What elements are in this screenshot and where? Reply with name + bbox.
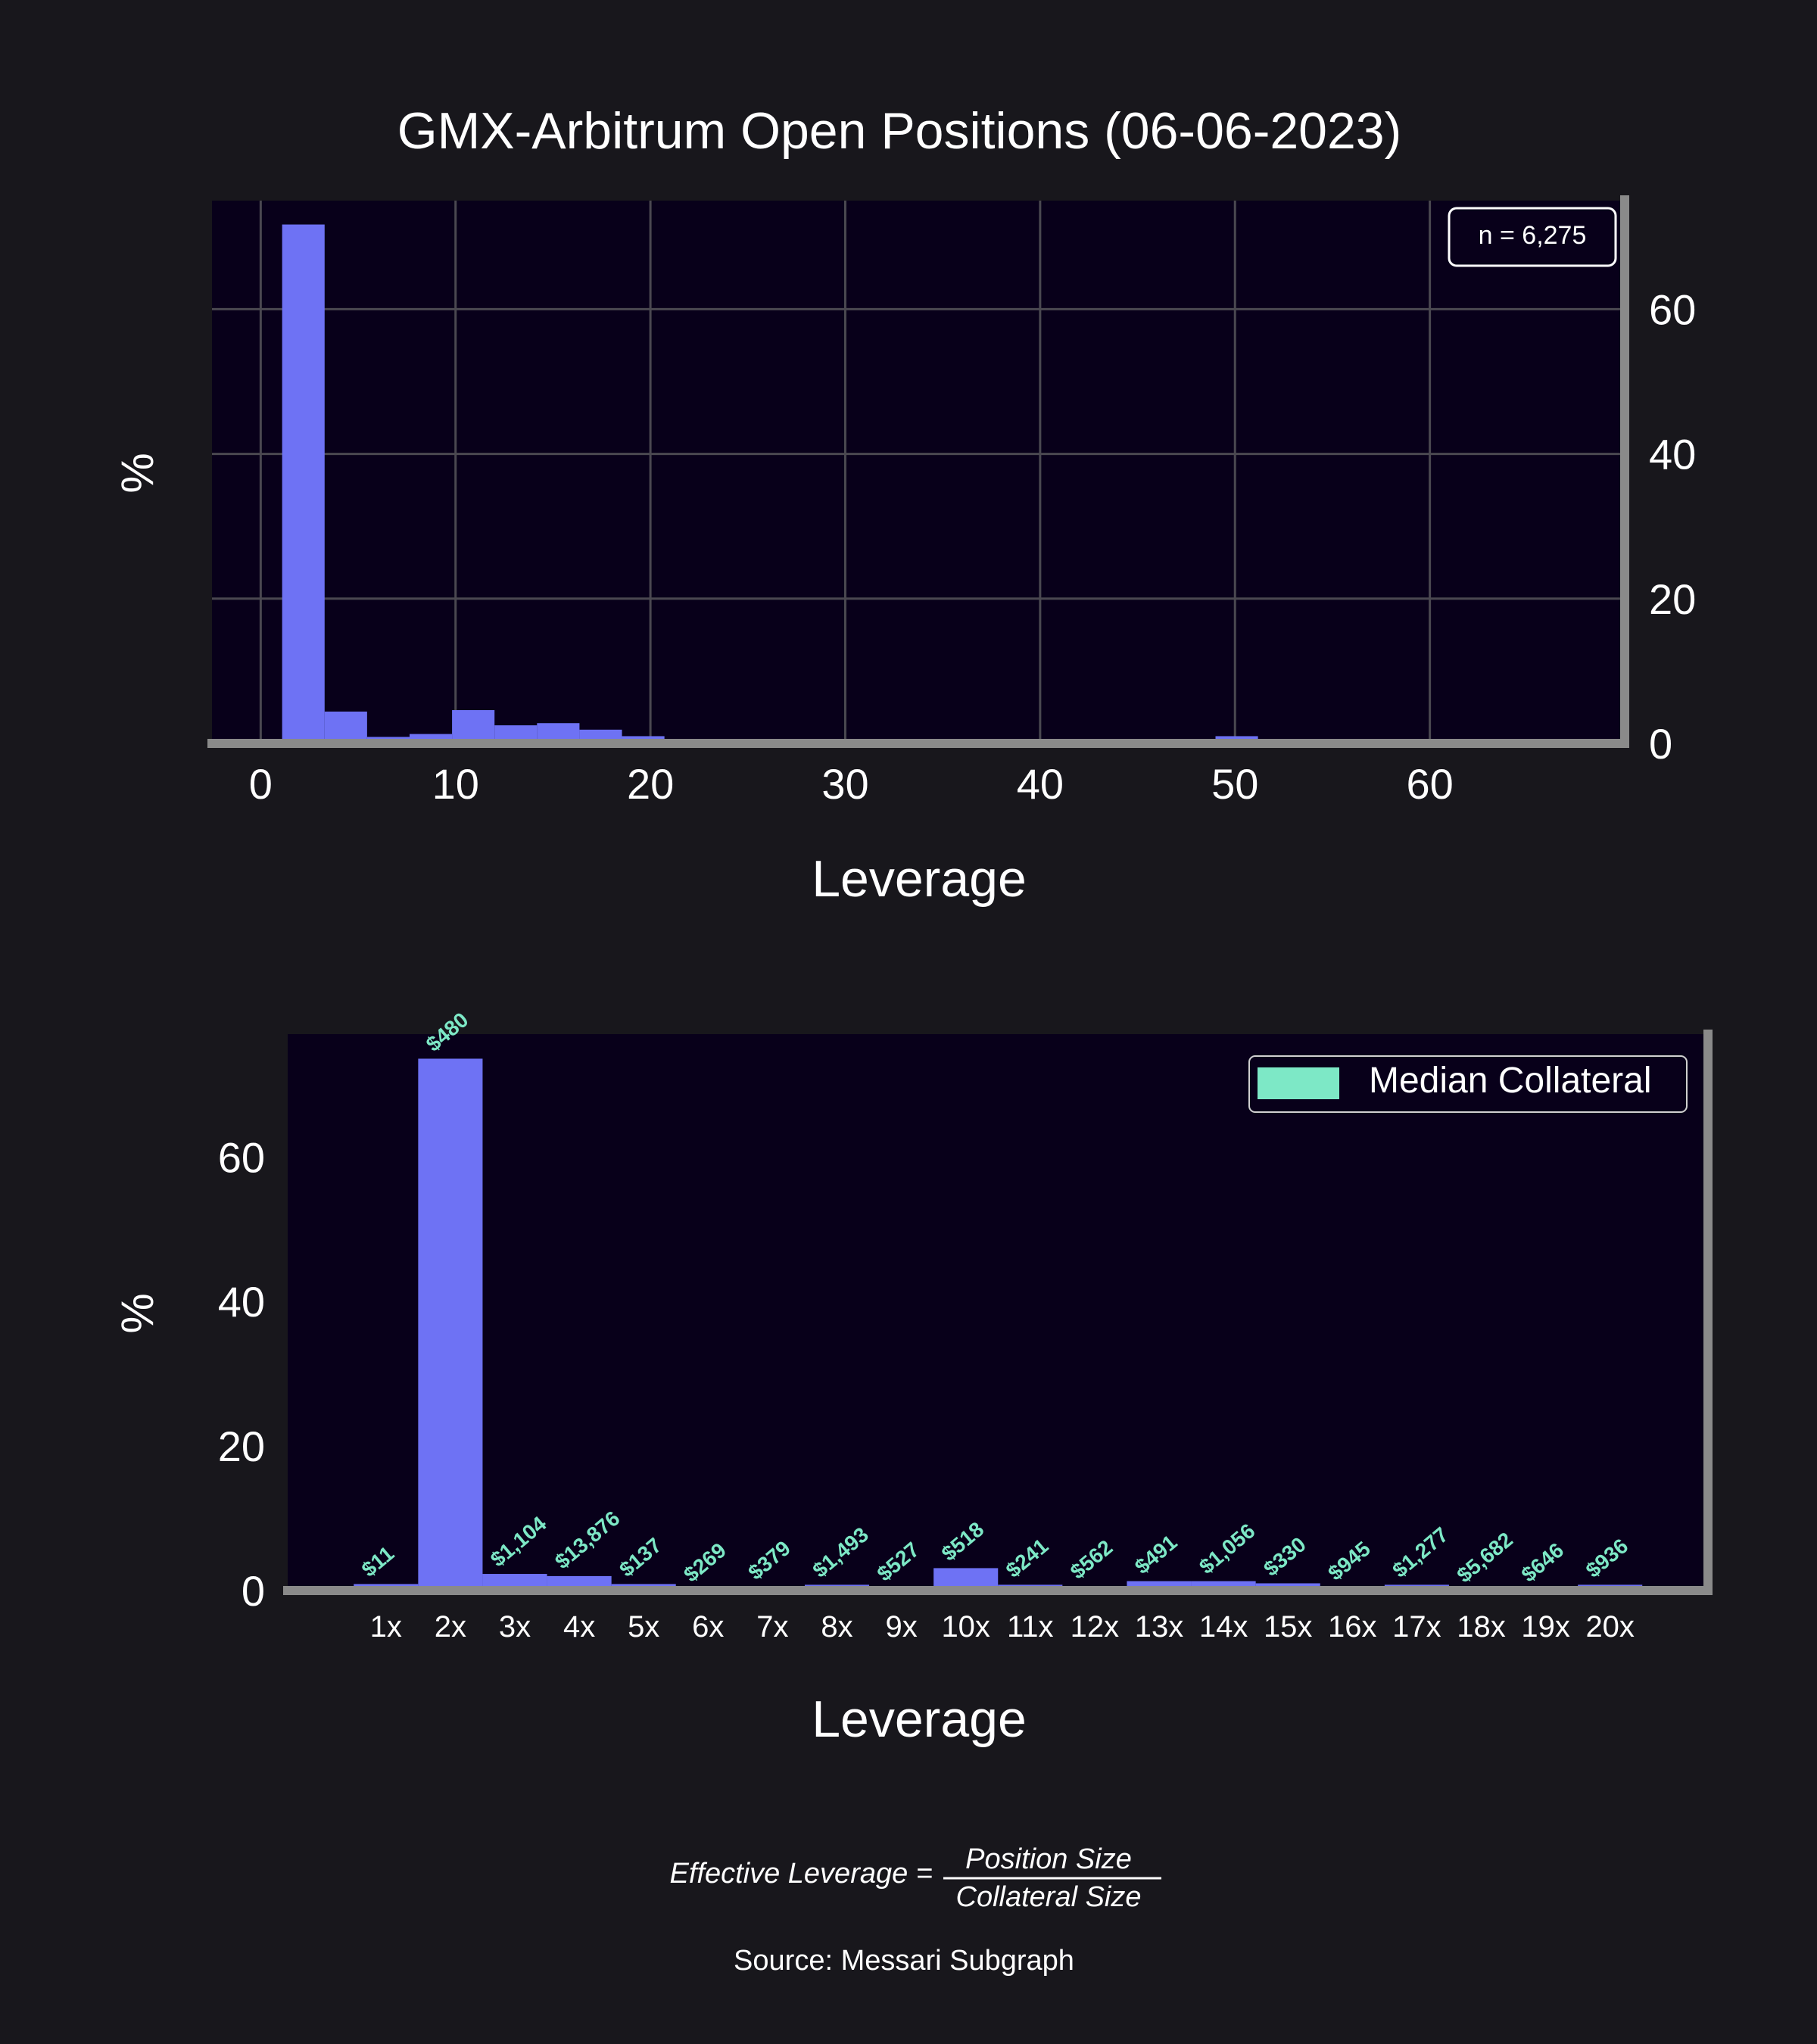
bar-x-tick-label: 12x: [1071, 1610, 1120, 1644]
histogram-plot-area: [212, 201, 1625, 743]
bar-x-tick-label: 5x: [628, 1610, 659, 1644]
legend-label: Median Collateral: [1369, 1061, 1652, 1101]
histogram-gridlines: [212, 201, 1625, 743]
chart-title: GMX-Arbitrum Open Positions (06-06-2023): [397, 102, 1402, 160]
sample-size-text: n = 6,275: [1479, 221, 1587, 250]
histogram-y-tick-label: 0: [1649, 720, 1672, 768]
bar-x-tick-label: 6x: [692, 1610, 724, 1644]
bar-x-tick-label: 3x: [499, 1610, 531, 1644]
histogram-bar: [452, 710, 495, 743]
bar-plot-area: [288, 1034, 1708, 1591]
bar-x-tick-label: 9x: [885, 1610, 917, 1644]
bar-x-tick-labels: 1x 2x 3x 4x 5x 6x 7x 8x 9x 10x 11x 12x 13x 14x 15x 16x 1…: [370, 1610, 1635, 1644]
histogram-panel: 0 10 20 30 40 50 60 0 20 40 60 n = 6,275 Leverage…: [112, 195, 1696, 908]
bar-x-tick-label: 4x: [563, 1610, 595, 1644]
formula-denominator: Collateral Size: [956, 1881, 1142, 1913]
histogram-x-tick-label: 0: [249, 760, 273, 808]
legend: Median Collateral: [1248, 1055, 1688, 1113]
histogram-y-tick-label: 40: [1649, 431, 1696, 478]
histogram-x-tick-label: 20: [627, 760, 674, 808]
bar-panel: $11$480$1,104 $13,876$137 $269 $379 $1,493 $5…: [112, 1008, 1713, 1748]
histogram-x-axis-label: Leverage: [812, 850, 1027, 908]
histogram-y-axis-label: %: [112, 453, 163, 493]
bar-x-tick-label: 18x: [1457, 1610, 1506, 1644]
leverage-bar: [418, 1058, 483, 1591]
bar-x-tick-label: 17x: [1392, 1610, 1441, 1644]
histogram-x-tick-label: 10: [432, 760, 479, 808]
histogram-bar: [282, 224, 325, 744]
histogram-x-tick-labels: 0 10 20 30 40 50 60: [249, 760, 1454, 808]
bar-x-tick-label: 10x: [941, 1610, 990, 1644]
legend-swatch: [1258, 1067, 1339, 1099]
legend-box: [1248, 1055, 1688, 1113]
bar-y-tick-label: 0: [242, 1567, 265, 1615]
bar-x-tick-label: 13x: [1135, 1610, 1184, 1644]
bar-x-tick-label: 16x: [1328, 1610, 1377, 1644]
bar-x-axis-label: Leverage: [812, 1690, 1027, 1748]
bar-x-tick-label: 19x: [1521, 1610, 1570, 1644]
bar-x-tick-label: 2x: [435, 1610, 466, 1644]
bar-x-tick-label: 7x: [756, 1610, 788, 1644]
bar-x-tick-label: 15x: [1264, 1610, 1313, 1644]
histogram-x-tick-label: 30: [821, 760, 868, 808]
source-note: Source: Messari Subgraph: [734, 1945, 1074, 1977]
histogram-bars: [282, 224, 1258, 744]
bar-y-tick-label: 20: [218, 1422, 265, 1470]
bar-x-tick-label: 8x: [821, 1610, 852, 1644]
histogram-x-tick-label: 60: [1406, 760, 1453, 808]
bar-x-tick-label: 14x: [1199, 1610, 1248, 1644]
formula: Effective Leverage = Position Size Colla…: [670, 1843, 1161, 1913]
histogram-y-tick-labels: 0 20 40 60: [1649, 285, 1696, 768]
histogram-bar: [324, 711, 367, 743]
bar-x-tick-label: 1x: [370, 1610, 402, 1644]
formula-lhs: Effective Leverage =: [670, 1858, 933, 1890]
histogram-x-tick-label: 50: [1211, 760, 1258, 808]
bar-y-axis-label: %: [112, 1293, 163, 1333]
bar-y-tick-labels: 0 20 40 60: [218, 1133, 265, 1615]
sample-size-box: n = 6,275: [1448, 207, 1617, 267]
bar-y-tick-label: 60: [218, 1133, 265, 1181]
histogram-y-tick-label: 20: [1649, 575, 1696, 623]
histogram-x-tick-label: 40: [1017, 760, 1064, 808]
bar-y-tick-label: 40: [218, 1278, 265, 1326]
formula-numerator: Position Size: [965, 1843, 1132, 1875]
bar-x-tick-label: 20x: [1585, 1610, 1635, 1644]
histogram-y-tick-label: 60: [1649, 285, 1696, 333]
bar-x-tick-label: 11x: [1007, 1610, 1054, 1644]
